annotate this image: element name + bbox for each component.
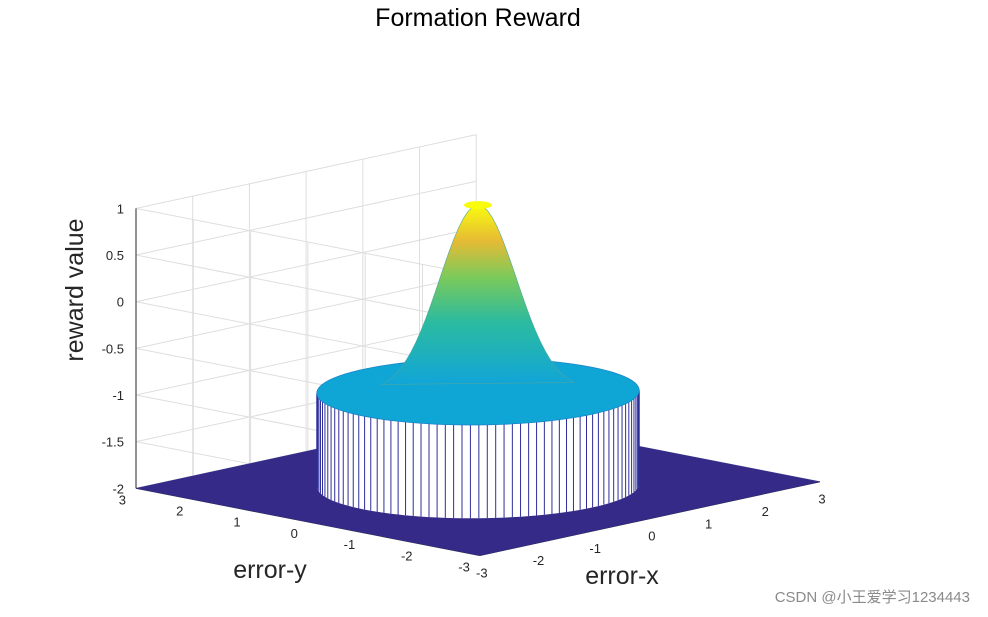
z-tick-label: -1: [112, 388, 124, 403]
x-tick-label: 2: [762, 504, 769, 519]
x-tick-label: 0: [648, 529, 655, 544]
y-tick-label: 3: [119, 492, 126, 507]
y-tick-label: 2: [176, 504, 183, 519]
z-tick-label: 1: [117, 201, 124, 216]
z-tick-label: 0.5: [106, 248, 124, 263]
reward-peak: [381, 204, 575, 385]
z-tick-label: 0: [117, 295, 124, 310]
y-tick-label: 1: [233, 515, 240, 530]
reward-surface: [135, 201, 821, 556]
x-tick-label: -2: [533, 553, 545, 568]
watermark: CSDN @小王爱学习1234443: [774, 589, 970, 606]
y-axis-label: error-y: [233, 556, 307, 584]
x-tick-label: 3: [818, 492, 825, 507]
cylinder-wall: [316, 390, 640, 519]
z-tick-label: -1.5: [102, 435, 124, 450]
z-tick-label: -0.5: [102, 341, 124, 356]
y-tick-label: -3: [458, 560, 470, 575]
x-tick-label: -1: [589, 541, 601, 556]
x-tick-label: 1: [705, 516, 712, 531]
tick-labels: -2 -1.5 -1 -0.5 0 0.5 1 -3 -2 -1 0 1 2 3 -3 -2 -1 0 1 2 3: [102, 201, 826, 580]
chart-title: Formation Reward: [375, 4, 581, 32]
peak-top: [464, 201, 492, 210]
x-tick-label: -3: [476, 566, 488, 581]
z-tick-label: -2: [112, 481, 124, 496]
z-axis-label: reward value: [61, 218, 89, 361]
y-tick-label: 0: [291, 526, 298, 541]
y-tick-label: -1: [344, 537, 356, 552]
x-axis-label: error-x: [585, 562, 659, 590]
y-tick-label: -2: [401, 548, 413, 563]
